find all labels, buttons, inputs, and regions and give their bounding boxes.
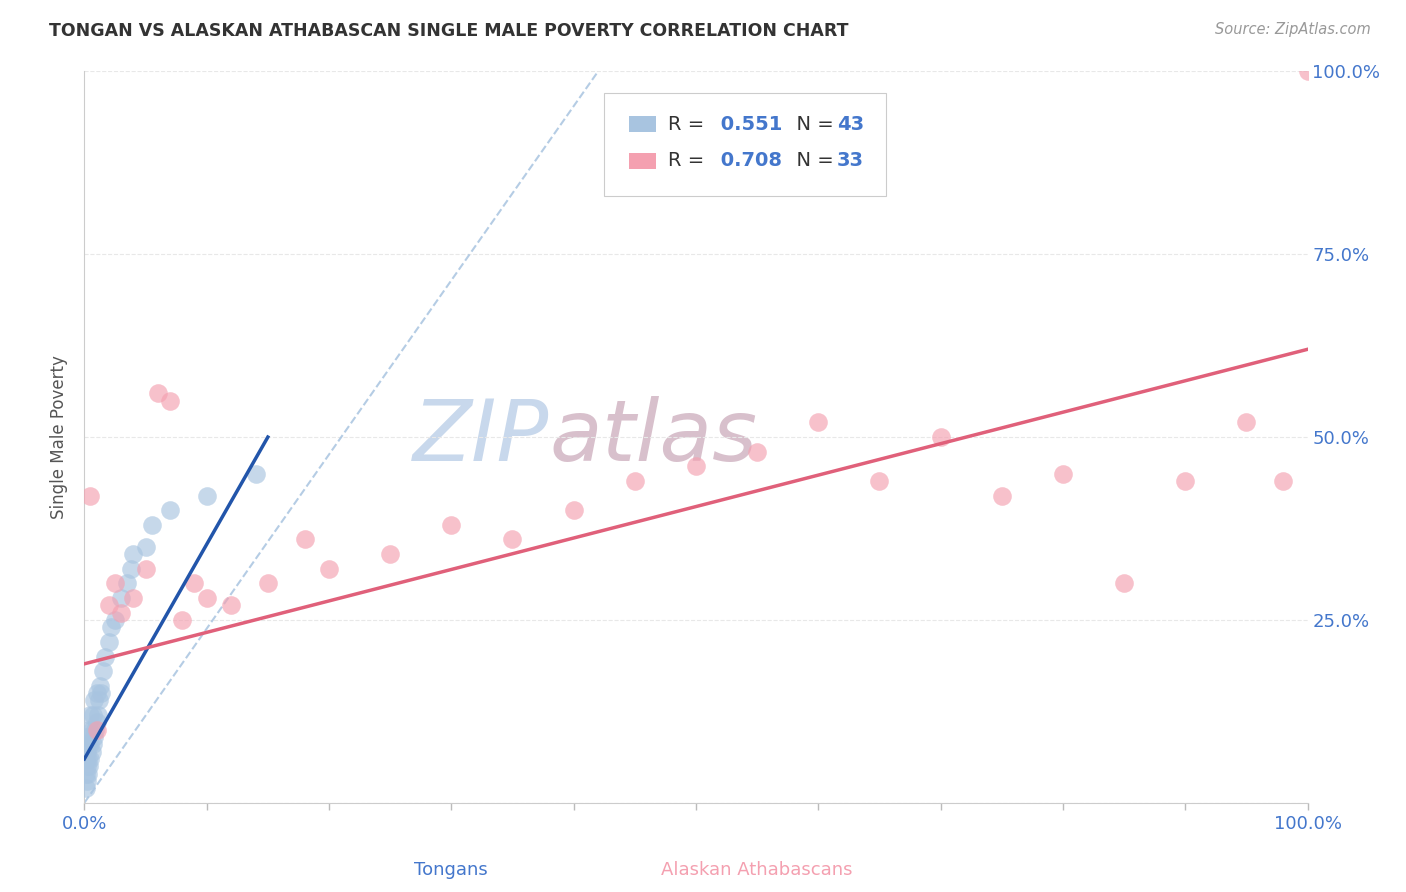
Point bbox=[91, 664, 114, 678]
Point bbox=[141, 517, 163, 532]
Point bbox=[80, 723, 103, 737]
Text: ZIP: ZIP bbox=[413, 395, 550, 479]
Point bbox=[685, 459, 707, 474]
Point bbox=[624, 474, 647, 488]
Point bbox=[159, 393, 181, 408]
Point bbox=[110, 591, 132, 605]
Point bbox=[219, 599, 242, 613]
Point bbox=[75, 781, 97, 796]
Point bbox=[76, 745, 98, 759]
Point bbox=[245, 467, 267, 481]
Text: N =: N = bbox=[785, 114, 839, 134]
Point bbox=[76, 759, 98, 773]
Point bbox=[115, 576, 138, 591]
Point bbox=[318, 562, 340, 576]
Point bbox=[562, 503, 585, 517]
FancyBboxPatch shape bbox=[628, 116, 655, 132]
Point bbox=[90, 686, 112, 700]
Point bbox=[1272, 474, 1295, 488]
Point bbox=[84, 723, 107, 737]
Point bbox=[87, 708, 110, 723]
Point bbox=[76, 773, 98, 788]
Point bbox=[146, 386, 169, 401]
Text: Source: ZipAtlas.com: Source: ZipAtlas.com bbox=[1215, 22, 1371, 37]
FancyBboxPatch shape bbox=[628, 153, 655, 169]
Point bbox=[195, 591, 218, 605]
Point bbox=[79, 752, 101, 766]
Point bbox=[1296, 64, 1319, 78]
Point bbox=[77, 737, 100, 751]
Y-axis label: Single Male Poverty: Single Male Poverty bbox=[51, 355, 69, 519]
Point bbox=[83, 730, 105, 744]
Point bbox=[94, 649, 117, 664]
Point bbox=[807, 416, 830, 430]
Point bbox=[380, 547, 402, 561]
Point bbox=[104, 613, 127, 627]
Point bbox=[991, 489, 1014, 503]
Text: 43: 43 bbox=[837, 114, 863, 134]
Point bbox=[79, 708, 101, 723]
Point bbox=[440, 517, 463, 532]
Point bbox=[110, 606, 132, 620]
Point bbox=[75, 737, 97, 751]
Point bbox=[80, 745, 103, 759]
Point bbox=[929, 430, 952, 444]
Point bbox=[1174, 474, 1197, 488]
Text: R =: R = bbox=[668, 151, 710, 170]
Point bbox=[869, 474, 891, 488]
Point bbox=[82, 708, 104, 723]
Point bbox=[86, 686, 108, 700]
Point bbox=[135, 540, 157, 554]
Point bbox=[120, 562, 142, 576]
Point bbox=[294, 533, 316, 547]
Point bbox=[83, 693, 105, 707]
Point bbox=[183, 576, 205, 591]
Text: R =: R = bbox=[668, 114, 710, 134]
Point bbox=[77, 723, 100, 737]
Point bbox=[77, 752, 100, 766]
Point bbox=[87, 693, 110, 707]
Point bbox=[77, 759, 100, 773]
Text: Alaskan Athabascans: Alaskan Athabascans bbox=[661, 862, 853, 880]
FancyBboxPatch shape bbox=[605, 94, 886, 195]
Point bbox=[172, 613, 194, 627]
Point bbox=[135, 562, 157, 576]
Text: TONGAN VS ALASKAN ATHABASCAN SINGLE MALE POVERTY CORRELATION CHART: TONGAN VS ALASKAN ATHABASCAN SINGLE MALE… bbox=[49, 22, 849, 40]
Point bbox=[159, 503, 181, 517]
Point bbox=[75, 752, 97, 766]
Point bbox=[97, 599, 120, 613]
Point bbox=[89, 679, 111, 693]
Point bbox=[195, 489, 218, 503]
Text: N =: N = bbox=[785, 151, 839, 170]
Point bbox=[86, 715, 108, 730]
Point bbox=[747, 444, 769, 458]
Text: 0.551: 0.551 bbox=[714, 114, 783, 134]
Text: Tongans: Tongans bbox=[415, 862, 488, 880]
Text: 0.708: 0.708 bbox=[714, 151, 782, 170]
Text: atlas: atlas bbox=[550, 395, 758, 479]
Point bbox=[1114, 576, 1136, 591]
Point bbox=[79, 489, 101, 503]
Point bbox=[257, 576, 280, 591]
Point bbox=[75, 766, 97, 780]
Point bbox=[1052, 467, 1074, 481]
Point bbox=[122, 591, 145, 605]
Text: 33: 33 bbox=[837, 151, 863, 170]
Point bbox=[76, 730, 98, 744]
Point bbox=[104, 576, 127, 591]
Point bbox=[122, 547, 145, 561]
Point bbox=[502, 533, 524, 547]
Point bbox=[77, 766, 100, 780]
Point bbox=[97, 635, 120, 649]
Point bbox=[79, 737, 101, 751]
Point bbox=[100, 620, 122, 634]
Point bbox=[1236, 416, 1258, 430]
Point bbox=[82, 737, 104, 751]
Point bbox=[86, 723, 108, 737]
